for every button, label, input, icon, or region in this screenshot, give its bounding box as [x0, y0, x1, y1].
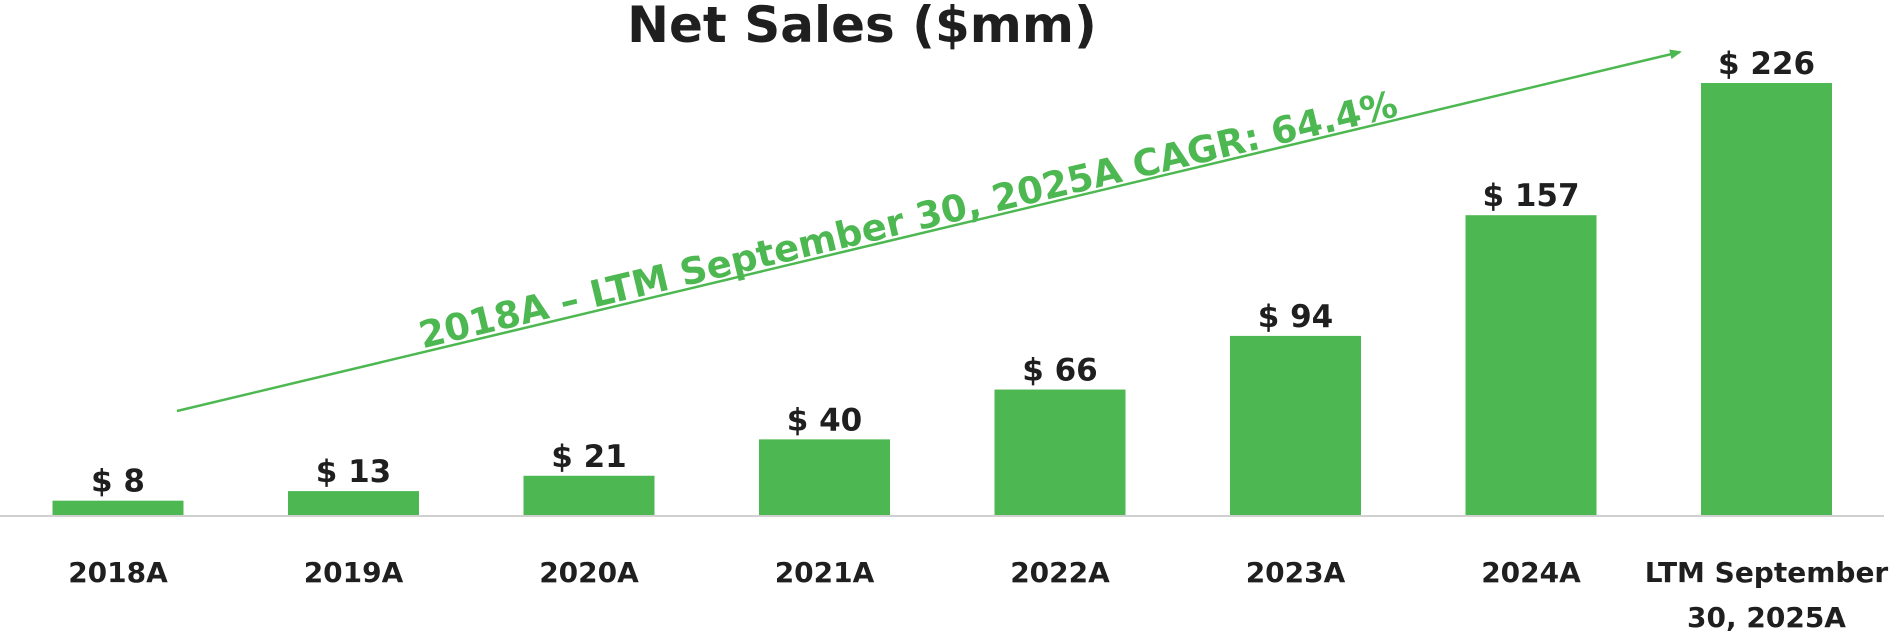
tick-label-line: 2022A	[1010, 556, 1110, 589]
tick-label-line: 2021A	[775, 556, 875, 589]
bar-4	[994, 389, 1126, 516]
value-label-6: $ 157	[1482, 178, 1579, 214]
tick-label-4: 2022A	[1010, 556, 1110, 589]
tick-label-5: 2023A	[1246, 556, 1346, 589]
value-label-1: $ 13	[316, 454, 392, 490]
tick-label-line: 30, 2025A	[1687, 601, 1846, 633]
value-label-0: $ 8	[91, 464, 145, 500]
x-tick-labels-layer: 2018A 2019A 2020A 2021A 2022A 2023A 2024A LTM S…	[68, 556, 1888, 633]
value-labels-layer: $ 8 $ 13 $ 21 $ 40 $ 66 $ 94 $ 157 $ 226	[91, 46, 1815, 500]
tick-label-7: LTM September 30, 2025A	[1645, 556, 1889, 633]
bars-layer	[52, 83, 1832, 517]
tick-label-0: 2018A	[68, 556, 168, 589]
value-label-3: $ 40	[787, 402, 863, 438]
value-label-5: $ 94	[1258, 299, 1334, 335]
cagr-arrow	[176, 49, 1682, 413]
tick-label-6: 2024A	[1481, 556, 1581, 589]
tick-label-line: 2018A	[68, 556, 168, 589]
bar-6	[1465, 215, 1597, 517]
bar-5	[1230, 335, 1361, 516]
bar-3	[759, 439, 890, 516]
value-label-7: $ 226	[1718, 46, 1815, 82]
tick-label-1: 2019A	[304, 556, 404, 589]
bar-7	[1701, 83, 1832, 516]
bar-2	[523, 475, 655, 516]
tick-label-3: 2021A	[775, 556, 875, 589]
tick-label-line: 2023A	[1246, 556, 1346, 589]
value-label-4: $ 66	[1022, 353, 1098, 389]
tick-label-line: 2024A	[1481, 556, 1581, 589]
cagr-annotation: 2018A – LTM September 30, 2025A CAGR: 64…	[415, 83, 1402, 358]
chart-title: Net Sales ($mm)	[627, 0, 1097, 54]
tick-label-line: 2019A	[304, 556, 404, 589]
tick-label-line: LTM September	[1645, 556, 1889, 589]
tick-label-line: 2020A	[539, 556, 639, 589]
bar-0	[52, 500, 184, 516]
value-label-2: $ 21	[551, 439, 627, 475]
bar-1	[288, 491, 419, 516]
tick-label-2: 2020A	[539, 556, 639, 589]
